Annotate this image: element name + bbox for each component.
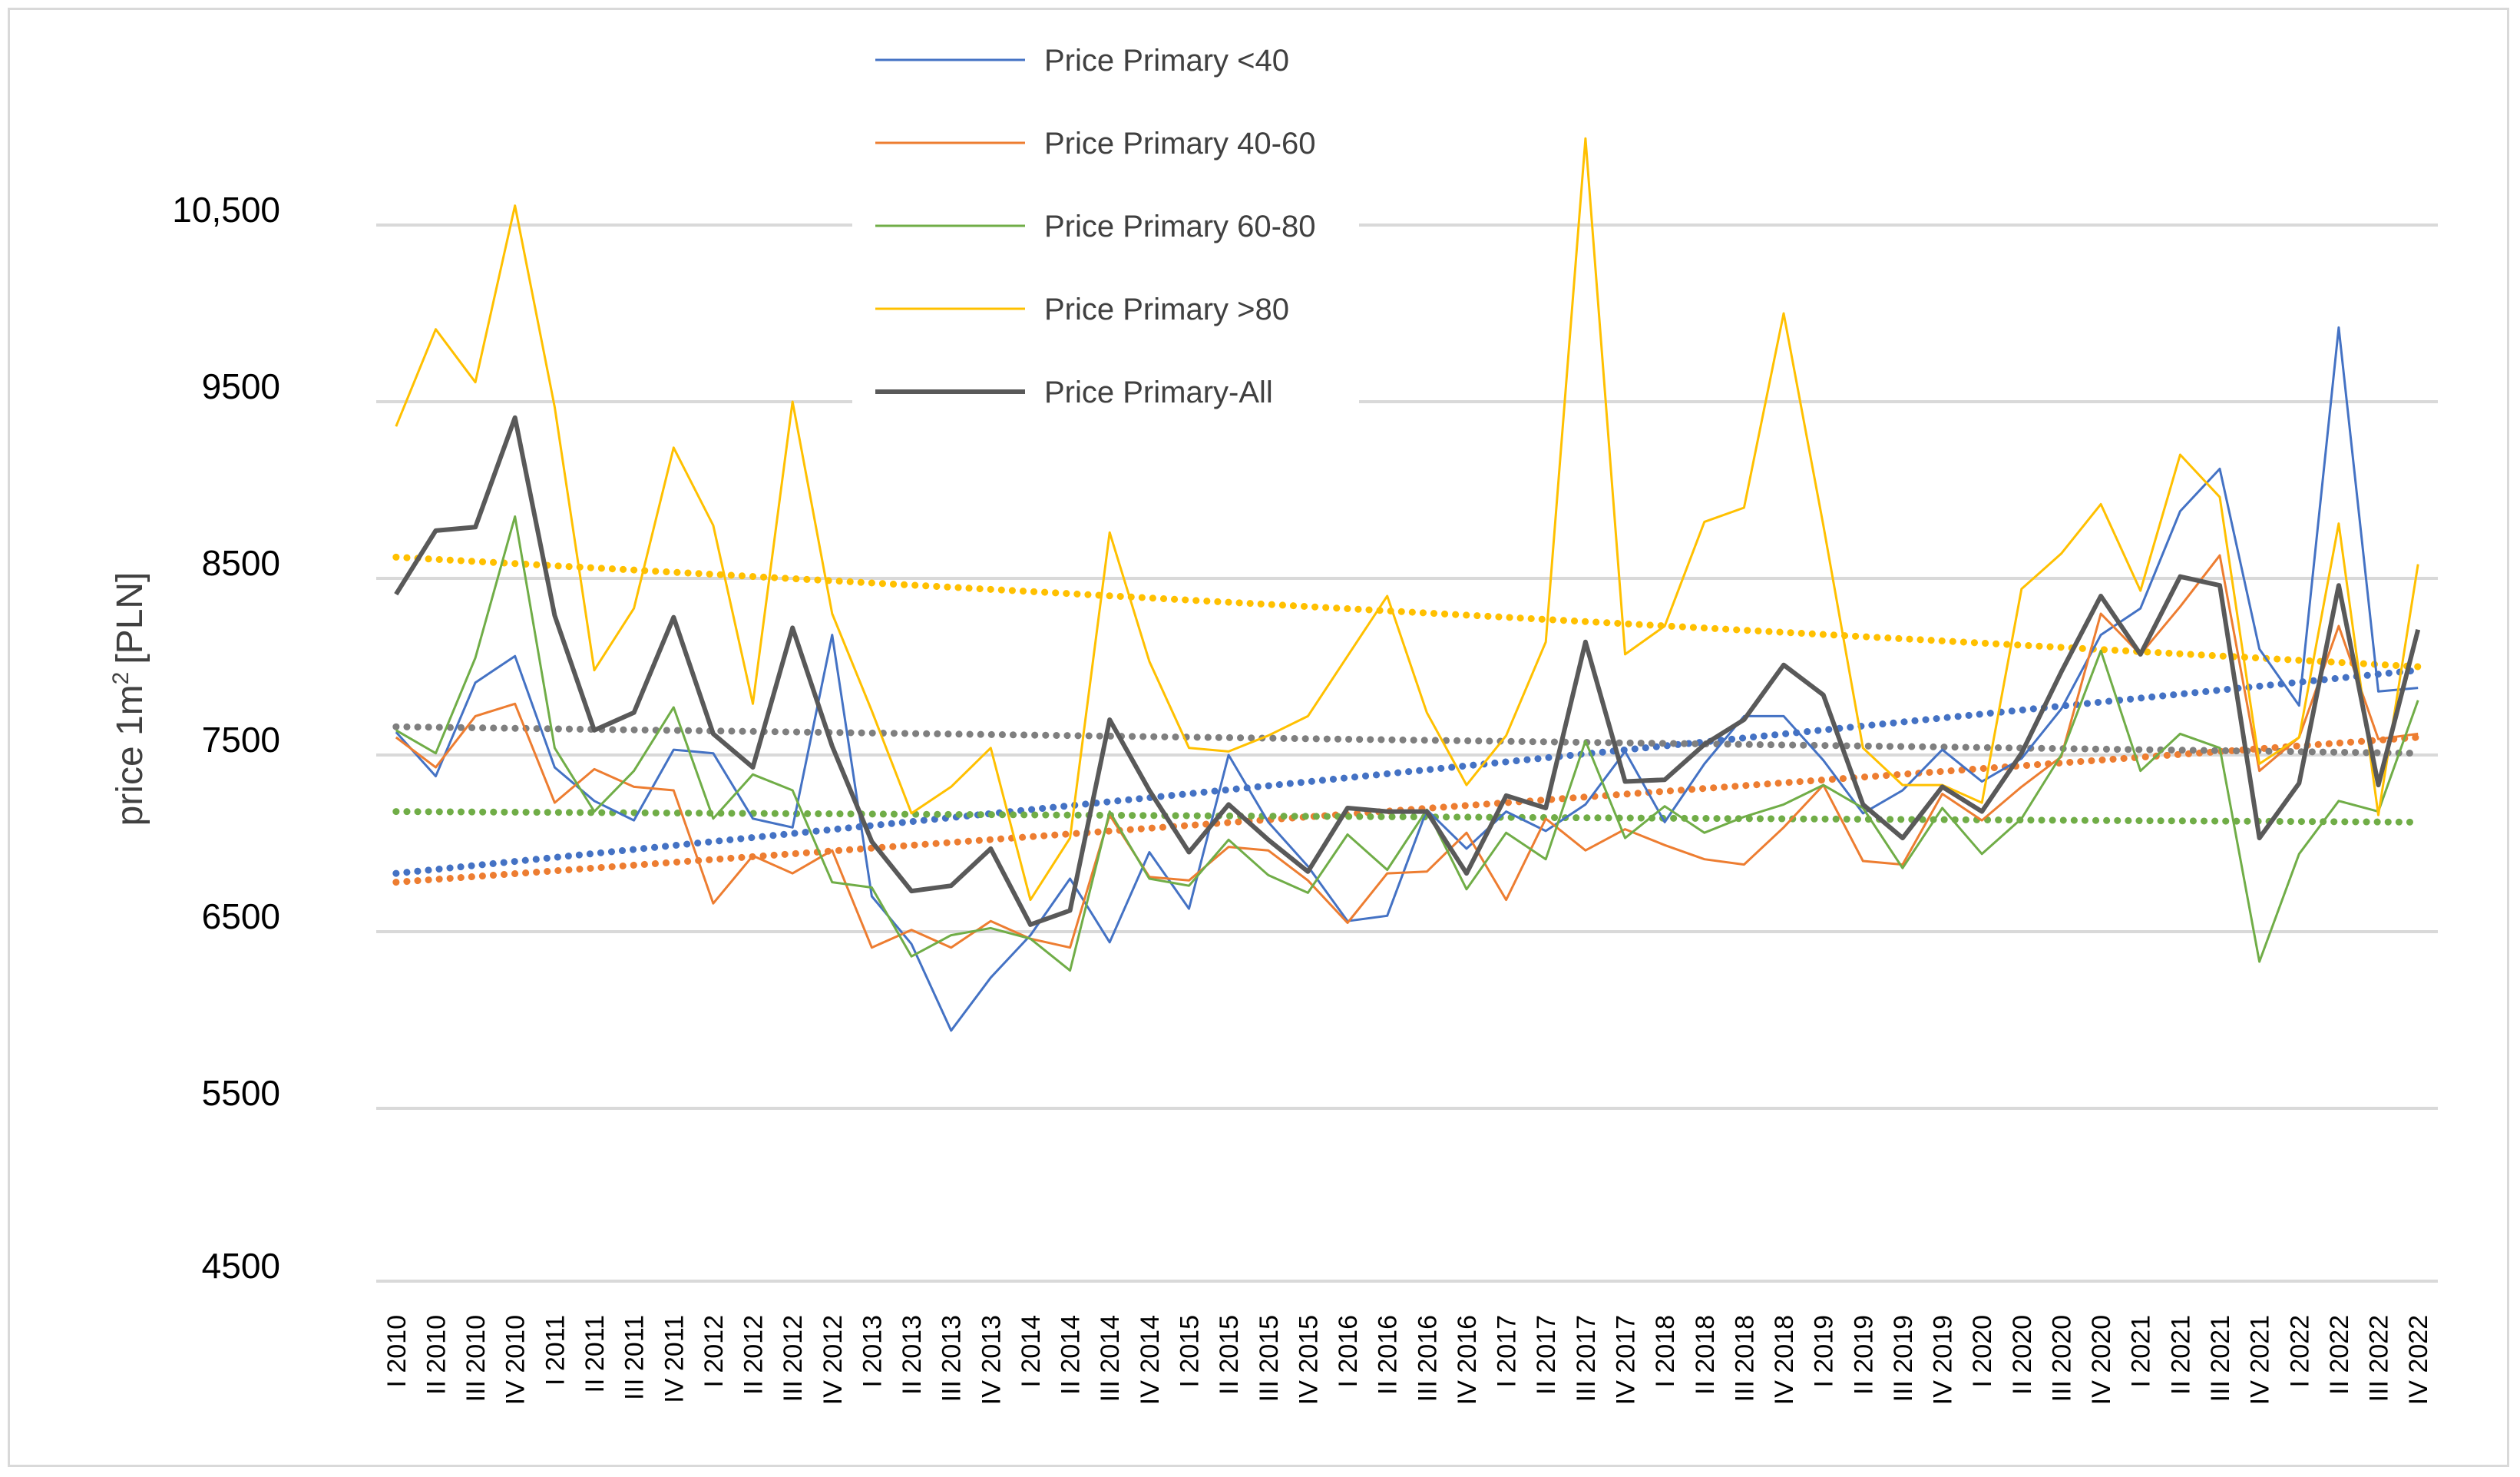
legend: Price Primary <40 Price Primary 40-60 Pric… — [852, 23, 1359, 422]
x-tick-label: II 2020 — [2008, 1315, 2037, 1395]
gridlines — [376, 224, 2438, 1283]
trendlines — [392, 553, 2422, 886]
x-tick-label: I 2020 — [1968, 1315, 1997, 1388]
y-axis-label-main: price 1m — [110, 684, 150, 826]
legend-label: Price Primary <40 — [1044, 44, 1289, 78]
y-axis-tick-labels: 4500 5500 6500 7500 8500 9500 10,500 — [172, 190, 280, 1286]
x-tick-label: III 2013 — [938, 1315, 967, 1402]
y-axis-label-unit: [PLN] — [110, 572, 150, 664]
x-tick-label: I 2021 — [2127, 1315, 2156, 1388]
x-tick-label: I 2014 — [1017, 1315, 1046, 1388]
x-tick-label: IV 2012 — [819, 1315, 848, 1405]
x-tick-label: I 2012 — [699, 1315, 729, 1388]
x-tick-label: II 2021 — [2166, 1315, 2195, 1395]
x-tick-label: III 2018 — [1730, 1315, 1759, 1402]
x-axis-tick-labels: I 2010 II 2010 III 2010 IV 2010 I 2011 II 201… — [382, 1315, 2433, 1405]
x-tick-label: II 2010 — [422, 1315, 451, 1395]
x-tick-label: I 2016 — [1334, 1315, 1363, 1388]
series-line — [394, 415, 2421, 927]
x-tick-label: I 2019 — [1810, 1315, 1839, 1388]
x-tick-label: III 2022 — [2365, 1315, 2394, 1402]
trendline — [392, 553, 2422, 671]
x-tick-label: III 2011 — [620, 1315, 650, 1400]
x-tick-label: III 2014 — [1096, 1315, 1125, 1402]
x-tick-label: II 2019 — [1849, 1315, 1878, 1395]
x-tick-label: IV 2016 — [1453, 1315, 1482, 1405]
legend-label: Price Primary 40-60 — [1044, 127, 1315, 161]
series-line — [395, 137, 2419, 902]
x-tick-label: IV 2010 — [501, 1315, 531, 1405]
x-tick-label: II 2011 — [580, 1315, 610, 1393]
x-tick-label: III 2017 — [1572, 1315, 1601, 1402]
legend-label: Price Primary 60-80 — [1044, 210, 1315, 243]
x-tick-label: I 2010 — [382, 1315, 412, 1388]
x-tick-label: II 2013 — [898, 1315, 927, 1395]
y-tick-label: 8500 — [202, 543, 280, 583]
legend-label: Price Primary >80 — [1044, 293, 1289, 326]
y-axis-label: price 1m2 [PLN] — [108, 572, 150, 826]
x-tick-label: IV 2018 — [1770, 1315, 1799, 1405]
y-axis-label-superscript: 2 — [108, 672, 134, 685]
y-tick-label: 10,500 — [172, 190, 280, 230]
series-line — [395, 554, 2419, 949]
x-tick-label: III 2012 — [779, 1315, 808, 1402]
y-tick-label: 5500 — [202, 1073, 280, 1113]
x-tick-label: IV 2015 — [1294, 1315, 1323, 1405]
y-tick-label: 6500 — [202, 896, 280, 936]
x-tick-label: III 2015 — [1255, 1315, 1284, 1402]
trendline — [392, 808, 2422, 826]
x-tick-label: I 2011 — [541, 1315, 570, 1386]
y-tick-label: 7500 — [202, 720, 280, 760]
x-tick-label: III 2010 — [461, 1315, 491, 1402]
x-tick-label: II 2022 — [2325, 1315, 2354, 1395]
trendline — [392, 667, 2422, 877]
x-tick-label: II 2012 — [739, 1315, 769, 1395]
x-tick-label: IV 2022 — [2404, 1315, 2433, 1405]
x-tick-label: I 2018 — [1651, 1315, 1680, 1388]
y-tick-label: 4500 — [202, 1246, 280, 1286]
x-tick-label: II 2016 — [1374, 1315, 1403, 1395]
x-tick-label: II 2017 — [1532, 1315, 1561, 1395]
x-tick-label: III 2020 — [2047, 1315, 2076, 1402]
x-tick-label: I 2022 — [2285, 1315, 2314, 1388]
x-tick-label: III 2019 — [1889, 1315, 1918, 1402]
x-tick-label: I 2017 — [1493, 1315, 1522, 1388]
x-tick-label: III 2016 — [1413, 1315, 1442, 1402]
x-tick-label: IV 2014 — [1136, 1315, 1165, 1405]
x-tick-label: III 2021 — [2206, 1315, 2235, 1402]
x-tick-label: IV 2019 — [1929, 1315, 1958, 1405]
x-tick-label: IV 2017 — [1611, 1315, 1640, 1405]
legend-background — [852, 23, 1359, 422]
trendline — [392, 723, 2422, 757]
x-tick-label: IV 2011 — [660, 1315, 689, 1403]
x-tick-label: IV 2013 — [977, 1315, 1006, 1405]
trendline — [392, 734, 2422, 886]
x-tick-label: I 2015 — [1176, 1315, 1205, 1388]
series-lines — [394, 137, 2421, 1032]
x-tick-label: IV 2021 — [2246, 1315, 2275, 1405]
x-tick-label: II 2014 — [1057, 1315, 1086, 1395]
legend-label: Price Primary-All — [1044, 376, 1273, 409]
x-tick-label: IV 2020 — [2087, 1315, 2116, 1405]
x-tick-label: II 2018 — [1691, 1315, 1720, 1395]
series-line — [395, 326, 2419, 1032]
y-tick-label: 9500 — [202, 366, 280, 406]
series-line — [395, 515, 2419, 972]
x-tick-label: II 2015 — [1215, 1315, 1244, 1395]
x-tick-label: I 2013 — [858, 1315, 887, 1388]
